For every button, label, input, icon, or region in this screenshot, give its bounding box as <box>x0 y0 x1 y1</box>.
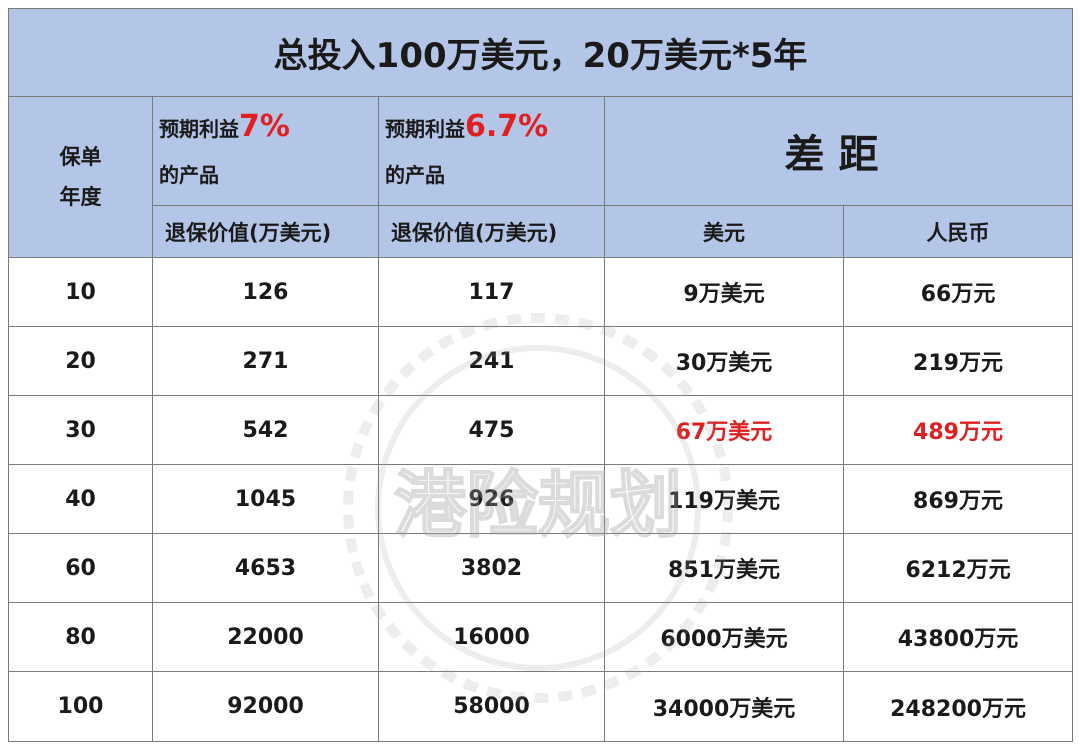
cell-gap-usd: 30万美元 <box>604 326 844 396</box>
cell-gap-usd: 6000万美元 <box>604 602 844 672</box>
cell-gap-usd: 9万美元 <box>604 257 844 327</box>
cell-year: 10 <box>8 257 153 327</box>
cell-gap-usd: 34000万美元 <box>604 671 844 742</box>
product-b-rate: 6.7% <box>465 109 549 144</box>
cell-year: 20 <box>8 326 153 396</box>
gap-rmb-header: 人民币 <box>842 205 1074 258</box>
title-row: 总投入100万美元，20万美元*5年 <box>7 8 1074 97</box>
cell-product-a: 1045 <box>152 464 379 534</box>
table-row: 80 22000 16000 6000万美元 43800万元 <box>8 602 1074 672</box>
policy-year-line1: 保单 <box>59 145 102 169</box>
cell-gap-rmb: 6212万元 <box>842 533 1074 603</box>
cell-product-a: 126 <box>152 257 379 327</box>
cell-gap-usd: 119万美元 <box>604 464 844 534</box>
table-row: 20 271 241 30万美元 219万元 <box>8 326 1074 396</box>
cell-year: 40 <box>8 464 153 534</box>
product-a-prefix: 预期利益 <box>159 117 239 141</box>
subheader-row: 退保价值(万美元) 退保价值(万美元) 美元 人民币 <box>9 205 1074 258</box>
comparison-table-wrapper: 总投入100万美元，20万美元*5年 保单 年度 预期利益7% 的产品 预期利益… <box>7 8 1074 746</box>
cell-product-b: 926 <box>378 464 605 534</box>
cell-product-a: 4653 <box>152 533 379 603</box>
cell-gap-rmb: 66万元 <box>842 257 1074 327</box>
product-b-prefix: 预期利益 <box>385 117 465 141</box>
cell-product-b: 16000 <box>378 602 605 672</box>
cell-gap-rmb-highlight: 489万元 <box>842 395 1074 465</box>
cell-product-b: 3802 <box>378 533 605 603</box>
product-a-subheader: 退保价值(万美元) <box>152 205 379 258</box>
cell-year: 100 <box>8 671 153 742</box>
cell-product-a: 22000 <box>152 602 379 672</box>
product-b-subheader: 退保价值(万美元) <box>378 205 605 258</box>
product-b-suffix: 的产品 <box>385 163 445 187</box>
table-row: 40 1045 926 119万美元 869万元 <box>8 464 1074 534</box>
product-a-header: 预期利益7% 的产品 <box>152 96 379 206</box>
cell-year: 80 <box>8 602 153 672</box>
table-row: 100 92000 58000 34000万美元 248200万元 <box>8 671 1074 742</box>
cell-product-a: 271 <box>152 326 379 396</box>
cell-year: 30 <box>8 395 153 465</box>
product-b-header: 预期利益6.7% 的产品 <box>378 96 605 206</box>
table-row: 60 4653 3802 851万美元 6212万元 <box>8 533 1074 603</box>
product-a-suffix: 的产品 <box>159 163 219 187</box>
policy-year-header: 保单 年度 <box>8 96 153 258</box>
cell-gap-rmb: 43800万元 <box>842 602 1074 672</box>
table-row: 30 542 475 67万美元 489万元 <box>8 395 1074 465</box>
policy-year-line2: 年度 <box>59 185 102 209</box>
cell-product-a: 542 <box>152 395 379 465</box>
cell-product-b: 58000 <box>378 671 605 742</box>
gap-usd-header: 美元 <box>604 205 844 258</box>
cell-gap-usd: 851万美元 <box>604 533 844 603</box>
cell-product-b: 475 <box>378 395 605 465</box>
table-row: 10 126 117 9万美元 66万元 <box>8 257 1074 327</box>
cell-gap-usd-highlight: 67万美元 <box>604 395 844 465</box>
gap-header: 差距 <box>603 96 1074 206</box>
cell-product-a: 92000 <box>152 671 379 742</box>
cell-gap-rmb: 248200万元 <box>842 671 1074 742</box>
cell-gap-rmb: 219万元 <box>842 326 1074 396</box>
table-title: 总投入100万美元，20万美元*5年 <box>7 8 1074 97</box>
product-a-rate: 7% <box>239 109 290 144</box>
cell-year: 60 <box>8 533 153 603</box>
cell-gap-rmb: 869万元 <box>842 464 1074 534</box>
header-row: 保单 年度 预期利益7% 的产品 预期利益6.7% 的产品 差距 <box>8 96 1074 258</box>
cell-product-b: 117 <box>378 257 605 327</box>
cell-product-b: 241 <box>378 326 605 396</box>
comparison-table: 总投入100万美元，20万美元*5年 保单 年度 预期利益7% 的产品 预期利益… <box>7 8 1074 742</box>
